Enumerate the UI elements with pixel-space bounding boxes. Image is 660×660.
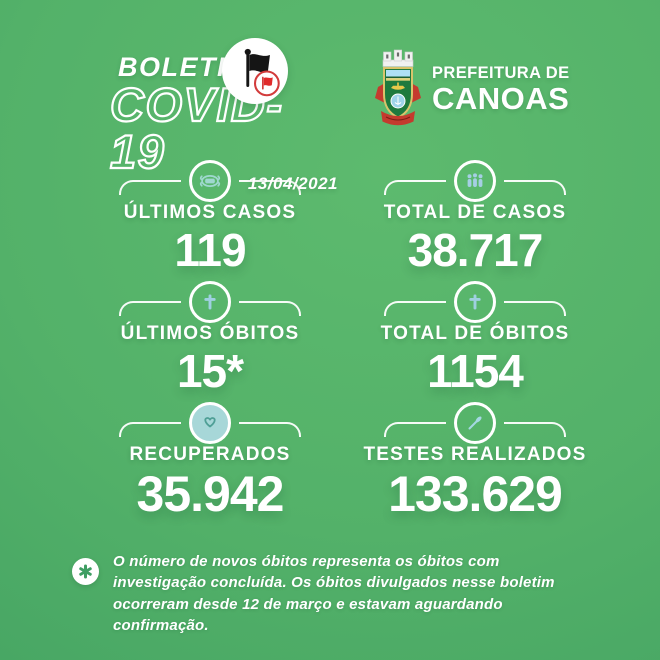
black-flag-alert-icon [222,38,288,104]
cross-icon [189,281,231,323]
org-name-line: CANOAS [432,81,570,116]
stat-recuperados: RECUPERADOS 35.942 [85,402,335,519]
org-top-line: PREFEITURA DE [432,64,570,82]
stat-bracket [384,402,566,446]
stat-label: TESTES REALIZADOS [363,444,587,465]
stat-bracket [119,281,301,325]
footnote: O número de novos óbitos representa os ó… [72,551,580,637]
stat-total-de-casos: TOTAL DE CASOS 38.717 [340,160,610,273]
canoas-coat-of-arms [375,49,421,126]
footnote-text: O número de novos óbitos representa os ó… [113,553,555,635]
stat-ultimos-obitos: ÚLTIMOS ÓBITOS 15* [85,281,335,394]
bulletin-date: 13/04/2021 [247,174,338,193]
stat-value: 119 [174,224,246,276]
stat-value: 35.942 [136,466,285,522]
people-group-icon [454,160,496,202]
black-flag-icon [244,48,280,97]
org-title: PREFEITURA DE CANOAS [432,64,570,116]
stat-value: 133.629 [388,466,563,522]
stat-value: 15* [176,345,244,397]
stat-label: TOTAL DE ÓBITOS [380,323,570,344]
stat-label: RECUPERADOS [129,444,291,465]
stat-bracket [119,402,301,446]
stat-bracket [384,281,566,325]
face-mask-icon [189,160,231,202]
stat-testes-realizados: TESTES REALIZADOS 133.629 [330,402,620,519]
stat-ultimos-casos: ÚLTIMOS CASOS 119 [85,160,335,273]
stat-label: ÚLTIMOS ÓBITOS [120,323,300,344]
heart-icon [189,402,231,444]
stat-value: 1154 [427,345,524,397]
cross-icon [454,281,496,323]
asterisk-icon [72,558,99,585]
stat-total-de-obitos: TOTAL DE ÓBITOS 1154 [340,281,610,394]
stat-label: ÚLTIMOS CASOS [123,202,297,223]
stat-bracket [384,160,566,204]
test-swab-icon [454,402,496,444]
stat-bracket [119,160,301,204]
stat-label: TOTAL DE CASOS [383,202,567,223]
stat-value: 38.717 [407,224,544,276]
